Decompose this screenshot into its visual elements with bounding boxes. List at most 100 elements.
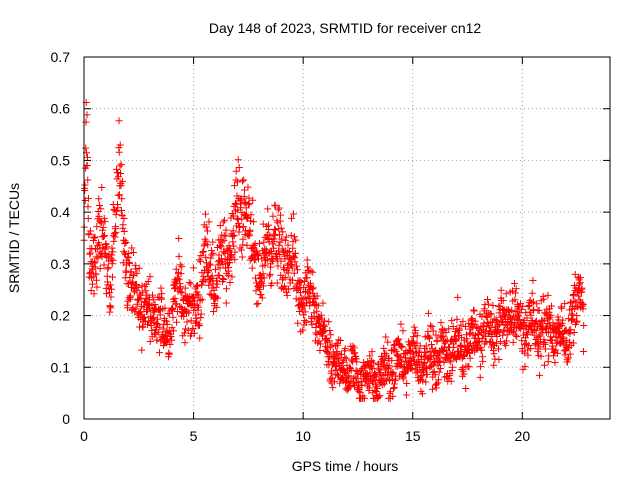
data-point [166,340,174,348]
data-point [496,338,504,346]
data-point [104,264,112,272]
data-point [373,384,381,392]
data-point [494,345,502,353]
data-point [288,264,296,272]
data-point [558,319,566,327]
data-point [316,340,324,348]
data-point [368,348,376,356]
data-point [157,284,165,292]
data-point [442,329,450,337]
data-point [219,218,227,226]
data-point [513,332,521,340]
data-point [423,371,431,379]
data-point [437,319,445,327]
data-point [207,254,215,262]
data-point [492,339,500,347]
data-point [389,385,397,393]
data-point [140,313,148,321]
data-point [326,327,334,335]
data-point [274,206,282,214]
data-point [180,329,188,337]
data-point [206,261,214,269]
data-point [249,196,257,204]
data-point [499,296,507,304]
data-point [495,309,503,317]
data-point [341,353,349,361]
data-point [465,363,473,371]
data-point [430,368,438,376]
data-point [560,327,568,335]
data-point [544,291,552,299]
data-point [100,261,108,269]
data-point [240,176,248,184]
data-point [323,338,331,346]
data-point [521,363,529,371]
data-point [209,308,217,316]
x-tick-label: 5 [190,428,198,444]
data-point [116,170,124,178]
data-point [228,273,236,281]
data-point [187,280,195,288]
data-point [523,314,531,322]
data-point [277,224,285,232]
data-point [121,237,129,245]
data-point [559,316,567,324]
data-point [271,202,279,210]
data-point [277,257,285,265]
data-point [329,384,337,392]
data-point [125,258,133,266]
data-point [398,358,406,366]
data-point [509,338,517,346]
data-point [299,311,307,319]
data-point [389,392,397,400]
data-point [149,315,157,323]
data-point [334,354,342,362]
data-point [199,248,207,256]
data-point [193,282,201,290]
data-point [156,323,164,331]
data-point [365,384,373,392]
data-point [290,233,298,241]
data-point [189,264,197,272]
data-point [279,228,287,236]
data-point [128,244,136,252]
data-point [297,278,305,286]
y-tick-label: 0.6 [51,101,71,117]
data-point [181,339,189,347]
data-point [353,374,361,382]
data-point [308,321,316,329]
data-point [138,322,146,330]
data-point [220,231,228,239]
data-point [249,218,257,226]
data-point [212,283,220,291]
grid-lines [84,57,610,419]
data-point [492,316,500,324]
data-point [235,228,243,236]
data-point [532,327,540,335]
data-point [176,280,184,288]
data-point [431,371,439,379]
data-point [251,274,259,282]
data-point [162,317,170,325]
data-point [299,326,307,334]
data-point [129,304,137,312]
data-point [230,242,238,250]
data-point [398,343,406,351]
data-point [490,361,498,369]
data-point [270,237,278,245]
data-point [88,280,96,288]
data-point [322,348,330,356]
data-point [287,214,295,222]
data-point [226,245,234,253]
data-point [169,306,177,314]
data-points [80,99,588,402]
data-point [205,218,213,226]
data-point [432,346,440,354]
data-point [184,326,192,334]
data-point [422,378,430,386]
data-point [270,225,278,233]
data-point [238,177,246,185]
data-point [119,221,127,229]
data-point [386,388,394,396]
